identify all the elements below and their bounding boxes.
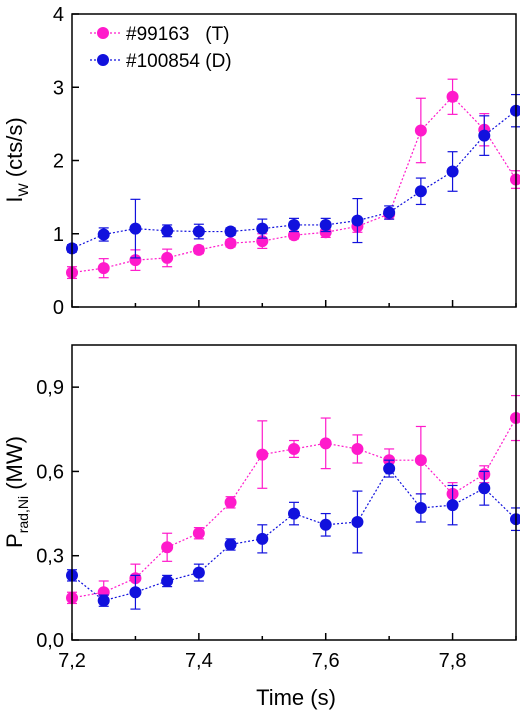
top-series-2-point [383,206,396,219]
legend-marker-series-2 [97,54,109,66]
bottom-series-2-point [192,566,205,579]
top-y-tick-label: 4 [53,4,64,26]
top-y-tick-label: 3 [53,77,64,99]
legend-label-series-1: #99163 (T) [126,24,230,45]
bottom-series-2-point [446,499,459,512]
bottom-series-2-point [97,594,110,607]
bottom-x-tick-label: 7,6 [312,650,340,672]
top-series-2-point [510,104,520,117]
top-series-2-point [446,165,459,178]
bottom-series-1-point [288,442,300,455]
top-series-1-point [510,173,520,186]
top-series-1-point [224,237,237,250]
top-series-1-point [97,262,110,275]
bottom-series-2-point [383,462,396,475]
top-y-axis-title-main: I [2,197,27,203]
bottom-series-2-point [414,501,427,514]
top-y-axis-title: IW (cts/s) [2,117,31,202]
bottom-x-tick-label: 7,4 [185,650,213,672]
bottom-series-2-point [256,532,269,545]
bottom-series-1-point [192,527,205,540]
bottom-series-2-point [288,507,300,520]
top-series-2-point [97,228,110,241]
bottom-series-2-point [224,538,237,551]
bottom-y-axis-title-sub: rad,Ni [15,496,31,533]
bottom-series-1-point [351,442,364,455]
top-series-1-point [161,251,174,264]
top-series-2-point [478,129,491,142]
bottom-series-1-point [510,412,520,425]
top-series-1-point [129,254,142,267]
bottom-panel: 0,0 0,3 0,6 0,9 7,2 7,4 7,6 7,8 Prad,Ni (MW) Ti… [2,344,520,710]
top-y-axis-title-sub: W [15,183,31,197]
bottom-series-layer [66,394,520,610]
bottom-plot-frame [71,344,517,641]
bottom-series-1-point [256,448,269,461]
top-y-tick-label: 2 [53,151,64,173]
legend-label-series-2: #100854 (D) [126,51,232,72]
bottom-y-axis-title-main: P [2,533,27,548]
top-series-2-point [414,185,427,198]
top-series-2-point [288,218,300,231]
bottom-axes: 0,0 0,3 0,6 0,9 7,2 7,4 7,6 7,8 [36,377,517,672]
top-series-2-point [224,225,237,238]
bottom-series-2-point [161,575,174,587]
top-series-2-point [129,222,142,235]
top-series-2-point [319,218,332,231]
top-series-layer [66,78,520,280]
bottom-y-tick-label: 0,0 [36,630,64,652]
bottom-y-tick-label: 0,9 [36,377,64,399]
bottom-series-1-line [71,417,517,599]
top-series-1-point [414,124,427,137]
bottom-series-1-point [319,437,332,450]
top-y-axis-title-rest: (cts/s) [2,117,27,183]
bottom-series-1-point [224,496,237,509]
top-series-1-point [192,243,205,256]
bottom-y-axis-title-rest: (MW) [2,436,27,496]
top-series-1-point [446,90,459,103]
top-panel: 0 1 2 3 4 IW (cts/s) #99163 (T) #100854 (D) [2,4,520,319]
top-series-2-point [351,214,364,227]
top-y-tick-label: 0 [53,297,64,319]
bottom-series-2-point [351,516,364,528]
top-series-2-point [192,225,205,238]
bottom-y-tick-label: 0,6 [36,461,64,483]
bottom-series-1-point [161,541,174,554]
top-series-1-line [71,95,517,274]
bottom-series-2-point [129,586,142,599]
bottom-y-tick-label: 0,3 [36,546,64,568]
legend-marker-series-1 [97,27,109,39]
bottom-series-1-point [414,454,427,467]
top-axes: 0 1 2 3 4 [53,4,517,319]
top-series-2-point [161,224,174,237]
bottom-x-tick-label: 7,8 [439,650,467,672]
legend: #99163 (T) #100854 (D) [90,24,232,72]
bottom-series-2-point [510,513,520,526]
top-series-2-point [256,222,269,235]
bottom-y-axis-title: Prad,Ni (MW) [2,436,31,548]
bottom-series-2-point [478,482,491,495]
top-series-1-point [288,229,300,242]
x-axis-title: Time (s) [256,685,336,710]
top-y-tick-label: 1 [53,224,64,246]
bottom-series-2-point [319,518,332,531]
bottom-x-tick-label: 7,2 [58,650,86,672]
bottom-series-2-line [71,467,517,602]
